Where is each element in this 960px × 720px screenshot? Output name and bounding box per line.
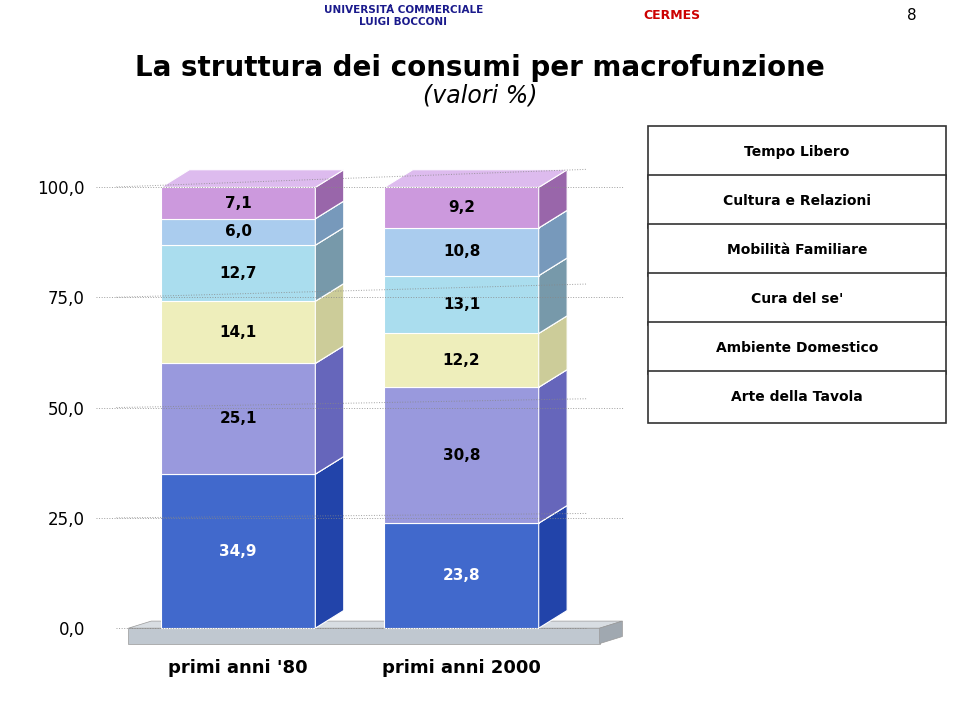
- Polygon shape: [161, 456, 344, 474]
- Polygon shape: [539, 369, 567, 523]
- Polygon shape: [161, 346, 344, 364]
- Text: Arte della Tavola: Arte della Tavola: [731, 390, 863, 404]
- Polygon shape: [384, 258, 567, 276]
- Text: 23,8: 23,8: [443, 568, 480, 583]
- Text: 8: 8: [907, 9, 917, 23]
- Text: Mobilità Familiare: Mobilità Familiare: [727, 243, 867, 257]
- Polygon shape: [539, 170, 567, 228]
- Text: Ambiente Domestico: Ambiente Domestico: [715, 341, 878, 355]
- Polygon shape: [384, 210, 567, 228]
- Polygon shape: [315, 456, 344, 628]
- Text: 13,1: 13,1: [443, 297, 480, 312]
- Polygon shape: [129, 621, 622, 628]
- Polygon shape: [539, 210, 567, 276]
- Polygon shape: [161, 284, 344, 301]
- Text: 14,1: 14,1: [220, 325, 256, 340]
- FancyBboxPatch shape: [161, 246, 315, 301]
- Text: 30,8: 30,8: [443, 448, 480, 463]
- FancyBboxPatch shape: [384, 276, 539, 333]
- Text: CERMES - Bocconi  per Indicod: CERMES - Bocconi per Indicod: [737, 698, 950, 711]
- Polygon shape: [161, 201, 344, 219]
- Text: 12,2: 12,2: [443, 353, 480, 368]
- Text: Tempo Libero: Tempo Libero: [744, 145, 850, 159]
- Polygon shape: [315, 346, 344, 474]
- Text: 25,1: 25,1: [220, 411, 257, 426]
- Polygon shape: [539, 316, 567, 387]
- Polygon shape: [161, 228, 344, 246]
- Polygon shape: [384, 316, 567, 333]
- Polygon shape: [315, 170, 344, 219]
- Polygon shape: [315, 201, 344, 246]
- Text: 6,0: 6,0: [225, 225, 252, 240]
- Text: La struttura dei consumi per macrofunzione: La struttura dei consumi per macrofunzio…: [135, 55, 825, 82]
- Text: 12,7: 12,7: [220, 266, 257, 281]
- Text: UNIVERSITÀ COMMERCIALE
LUIGI BOCCONI: UNIVERSITÀ COMMERCIALE LUIGI BOCCONI: [324, 5, 483, 27]
- Text: (valori %): (valori %): [422, 83, 538, 107]
- Text: Fonte: Prometeia (2003): Fonte: Prometeia (2003): [10, 698, 182, 711]
- FancyBboxPatch shape: [161, 364, 315, 474]
- Polygon shape: [384, 170, 567, 187]
- Polygon shape: [384, 369, 567, 387]
- FancyBboxPatch shape: [161, 187, 315, 219]
- Polygon shape: [539, 505, 567, 628]
- FancyBboxPatch shape: [161, 301, 315, 364]
- FancyBboxPatch shape: [384, 523, 539, 628]
- FancyBboxPatch shape: [384, 333, 539, 387]
- Text: 9,2: 9,2: [448, 200, 475, 215]
- Text: 10,8: 10,8: [443, 244, 480, 259]
- FancyBboxPatch shape: [384, 387, 539, 523]
- FancyBboxPatch shape: [384, 187, 539, 228]
- FancyBboxPatch shape: [129, 628, 600, 644]
- FancyBboxPatch shape: [161, 219, 315, 246]
- Polygon shape: [600, 621, 622, 644]
- Polygon shape: [315, 228, 344, 301]
- FancyBboxPatch shape: [384, 228, 539, 276]
- Polygon shape: [161, 170, 344, 187]
- FancyBboxPatch shape: [161, 474, 315, 628]
- Text: 7,1: 7,1: [225, 196, 252, 210]
- Text: CERMES: CERMES: [643, 9, 701, 22]
- Polygon shape: [384, 505, 567, 523]
- Text: Cura del se': Cura del se': [751, 292, 843, 306]
- Text: Cultura e Relazioni: Cultura e Relazioni: [723, 194, 871, 208]
- Polygon shape: [539, 258, 567, 333]
- Text: 34,9: 34,9: [220, 544, 257, 559]
- Polygon shape: [315, 284, 344, 364]
